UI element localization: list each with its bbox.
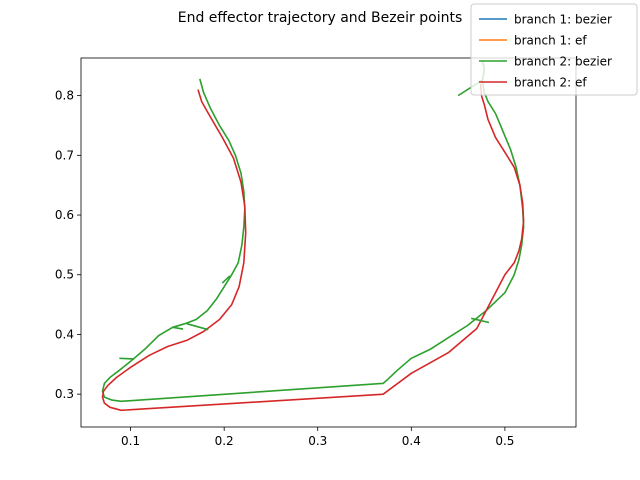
y-tick-label: 0.3: [55, 387, 74, 401]
y-tick-label: 0.7: [55, 148, 74, 162]
y-axis: 0.3 0.4 0.5 0.6 0.7 0.8: [55, 89, 81, 401]
bezier-control-segment: [172, 326, 184, 330]
y-tick-label: 0.8: [55, 89, 74, 103]
legend: branch 1: bezier branch 1: ef branch 2: be…: [470, 3, 638, 96]
y-tick-label: 0.4: [55, 327, 74, 341]
x-axis: 0.1 0.2 0.3 0.4 0.5: [121, 427, 514, 448]
bezier-control-segment: [186, 322, 209, 331]
plot-frame: [80, 57, 577, 428]
chart-title: End effector trajectory and Bezeir point…: [178, 10, 463, 26]
series-line-4: [101, 83, 525, 412]
legend-entry: branch 1: ef: [514, 34, 587, 48]
plot-area: [80, 57, 577, 428]
legend-entry: branch 2: ef: [514, 76, 587, 90]
y-tick-label: 0.5: [55, 268, 74, 282]
x-tick-label: 0.4: [402, 434, 421, 448]
x-tick-label: 0.2: [215, 434, 234, 448]
x-tick-label: 0.3: [308, 434, 327, 448]
x-tick-label: 0.1: [121, 434, 140, 448]
bezier-control-segment: [471, 317, 490, 324]
y-tick-label: 0.6: [55, 208, 74, 222]
x-tick-label: 0.5: [495, 434, 514, 448]
legend-entry: branch 1: bezier: [514, 13, 612, 27]
bezier-control-segment: [119, 357, 135, 360]
legend-entry: branch 2: bezier: [514, 55, 612, 69]
legend-box: [470, 3, 638, 96]
series-layer: [101, 60, 525, 412]
bezier-control-segment: [221, 275, 231, 284]
